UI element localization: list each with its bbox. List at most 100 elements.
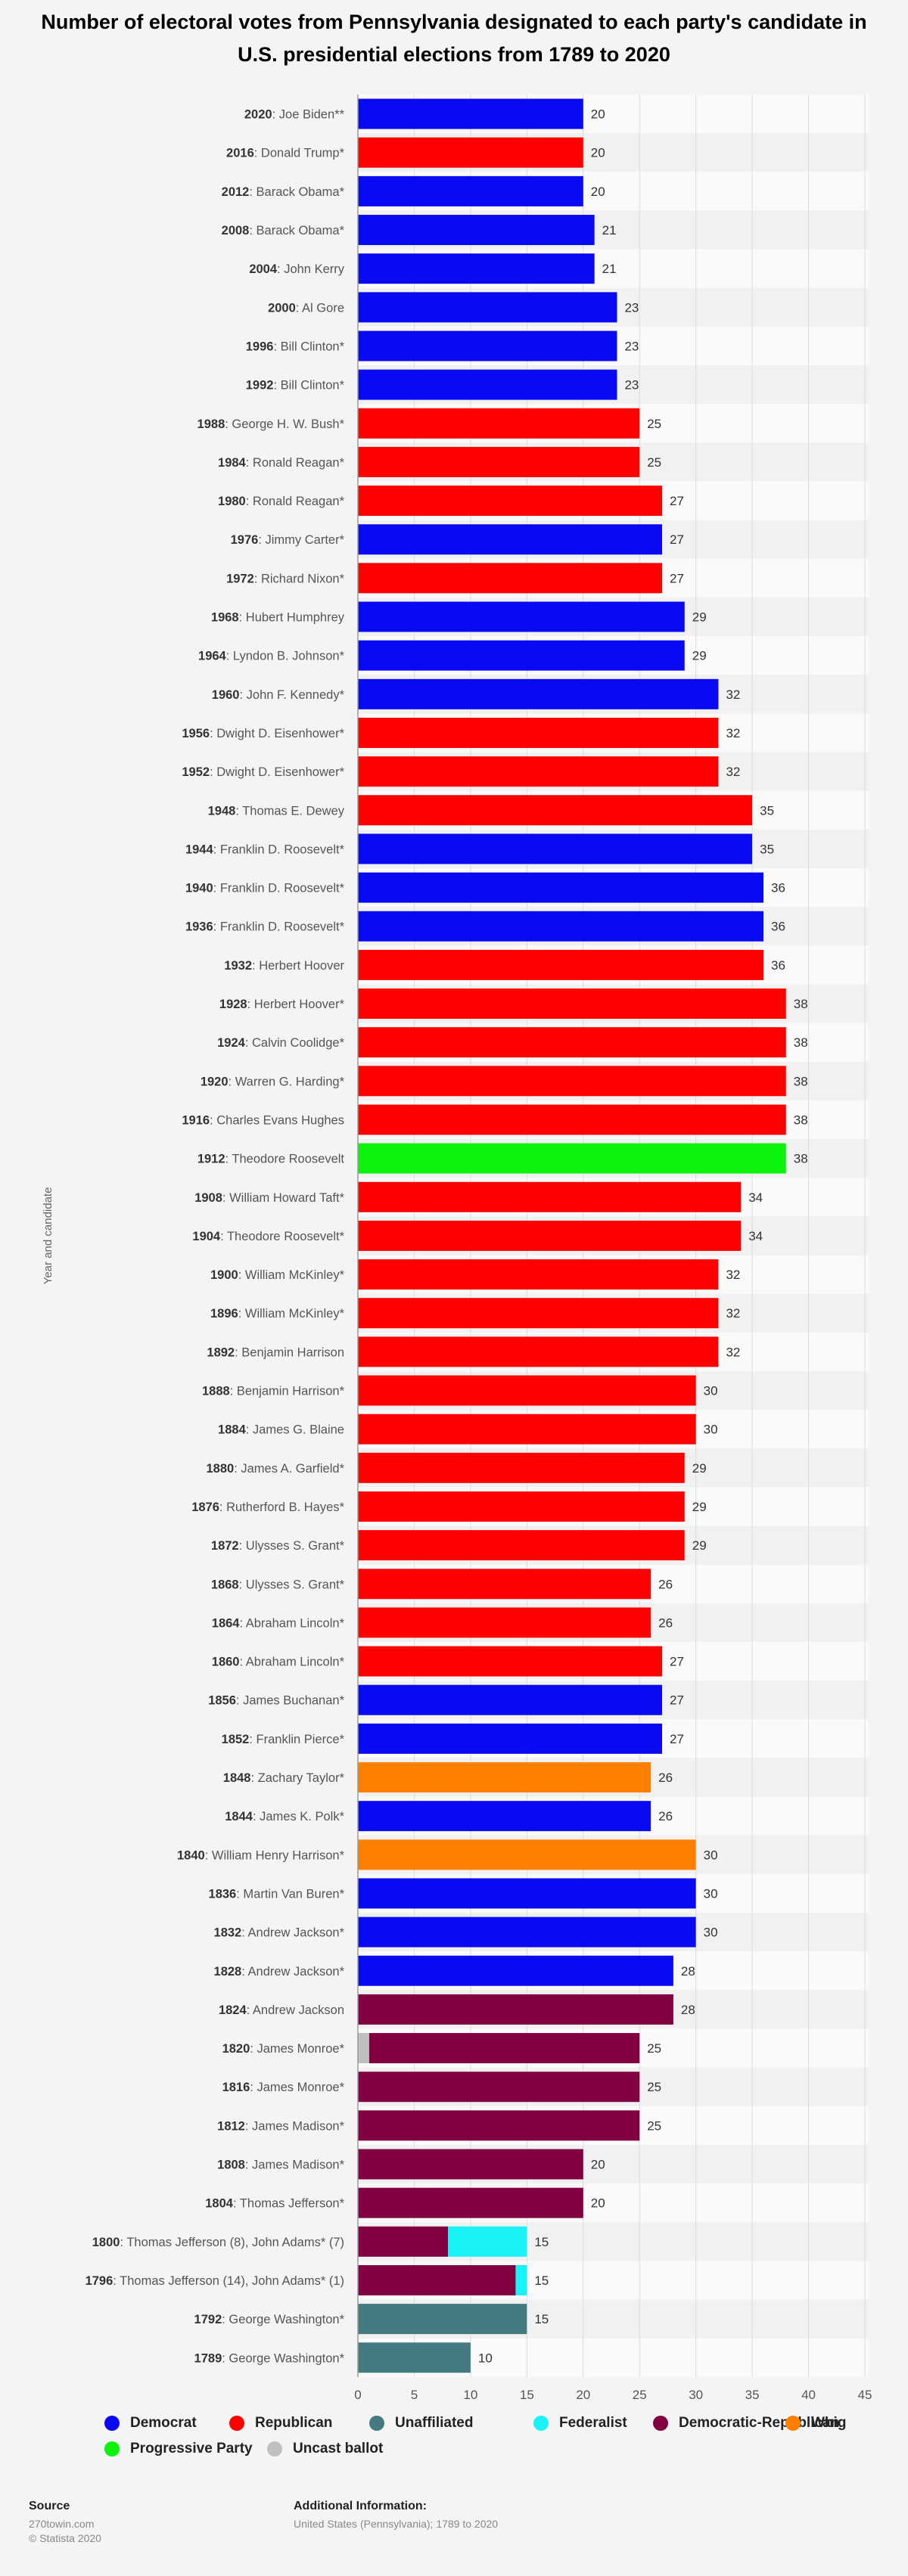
- value-label: 34: [748, 1190, 763, 1205]
- legend-label: Unaffiliated: [395, 2415, 474, 2431]
- legend-item-whig[interactable]: Whig: [785, 2415, 846, 2432]
- legend-item-unaffiliated[interactable]: Unaffiliated: [369, 2415, 473, 2432]
- category-label: 1868: Ulysses S. Grant*: [211, 1578, 345, 1591]
- bar-1960-democrat: [358, 678, 719, 709]
- bar-1924-republican: [358, 1027, 786, 1058]
- category-label: 1900: William McKinley*: [210, 1268, 345, 1282]
- value-label: 36: [771, 920, 785, 934]
- legend-swatch: [104, 2441, 120, 2457]
- category-label: 1988: George H. W. Bush*: [197, 417, 345, 431]
- bar-1912-progressive-party: [358, 1143, 786, 1174]
- category-label: 1876: Rutherford B. Hayes*: [191, 1501, 344, 1514]
- bar-1820-uncast-ballot: [358, 2033, 369, 2064]
- category-label: 1968: Hubert Humphrey: [211, 611, 345, 625]
- value-label: 10: [478, 2351, 493, 2365]
- bar-1892-republican: [358, 1336, 719, 1367]
- x-tick-label: 10: [463, 2388, 477, 2402]
- x-tick-label: 45: [858, 2388, 872, 2402]
- value-label: 30: [704, 1423, 718, 1437]
- value-label: 26: [658, 1809, 673, 1823]
- bar-1916-republican: [358, 1104, 786, 1135]
- value-label: 32: [726, 687, 740, 702]
- value-label: 15: [534, 2235, 549, 2249]
- bar-1972-republican: [358, 563, 662, 594]
- legend-swatch: [653, 2416, 668, 2431]
- x-tick-label: 40: [801, 2388, 816, 2402]
- value-label: 27: [670, 1693, 684, 1708]
- category-label: 1940: Franklin D. Roosevelt*: [185, 882, 345, 895]
- value-label: 25: [647, 2041, 661, 2056]
- bar-2016-republican: [358, 137, 583, 168]
- value-label: 27: [670, 1732, 684, 1746]
- category-label: 1884: James G. Blaine: [218, 1423, 344, 1437]
- category-label: 1984: Ronald Reagan*: [218, 456, 345, 470]
- x-tick-label: 35: [745, 2388, 760, 2402]
- value-label: 38: [794, 1113, 808, 1127]
- legend-item-progressive-party[interactable]: Progressive Party: [104, 2441, 253, 2457]
- value-label: 29: [692, 1461, 707, 1476]
- category-label: 1912: Theodore Roosevelt: [197, 1153, 345, 1166]
- legend-item-federalist[interactable]: Federalist: [533, 2415, 627, 2432]
- category-label: 1800: Thomas Jefferson (8), John Adams* …: [92, 2236, 344, 2249]
- bar-1988-republican: [358, 408, 640, 439]
- x-tick-label: 0: [354, 2388, 361, 2402]
- category-label: 1928: Herbert Hoover*: [219, 998, 345, 1011]
- legend-item-democrat[interactable]: Democrat: [104, 2415, 197, 2432]
- category-label: 1904: Theodore Roosevelt*: [192, 1230, 344, 1243]
- category-label: 1944: Franklin D. Roosevelt*: [185, 843, 345, 856]
- bar-1856-democrat: [358, 1684, 662, 1715]
- legend-label: Democrat: [130, 2415, 197, 2431]
- value-label: 32: [726, 726, 740, 740]
- legend-swatch: [104, 2416, 120, 2431]
- value-label: 21: [602, 262, 617, 276]
- value-label: 30: [704, 1848, 718, 1862]
- category-label: 2012: Barack Obama*: [222, 185, 345, 199]
- category-label: 1976: Jimmy Carter*: [231, 533, 345, 547]
- category-label: 1936: Franklin D. Roosevelt*: [185, 920, 345, 934]
- value-label: 25: [647, 2080, 661, 2094]
- y-axis-title: Year and candidate: [42, 1187, 54, 1285]
- value-label: 30: [704, 1926, 718, 1940]
- category-label: 2004: John Kerry: [249, 262, 344, 276]
- legend-item-uncast-ballot[interactable]: Uncast ballot: [267, 2441, 383, 2457]
- value-label: 28: [681, 1964, 695, 1979]
- value-label: 36: [771, 881, 785, 895]
- bar-1956-republican: [358, 717, 719, 748]
- bar-1900-republican: [358, 1259, 719, 1290]
- value-label: 38: [794, 1035, 808, 1050]
- bar-1884-republican: [358, 1414, 696, 1445]
- x-tick-label: 5: [411, 2388, 418, 2402]
- bar-1968-democrat: [358, 601, 685, 632]
- category-label: 1964: Lyndon B. Johnson*: [198, 650, 345, 663]
- bar-1868-republican: [358, 1569, 651, 1600]
- value-label: 27: [670, 571, 684, 585]
- value-label: 20: [591, 146, 605, 160]
- additional-info-heading: Additional Information:: [294, 2500, 427, 2512]
- value-label: 35: [760, 842, 774, 856]
- value-label: 20: [591, 185, 605, 199]
- category-label: 1840: William Henry Harrison*: [177, 1848, 345, 1862]
- source-line-1[interactable]: 270towin.com: [29, 2518, 95, 2530]
- value-label: 15: [534, 2273, 549, 2288]
- value-label: 25: [647, 417, 661, 431]
- legend-swatch: [533, 2416, 549, 2431]
- category-label: 1996: Bill Clinton*: [246, 340, 345, 353]
- value-label: 36: [771, 958, 785, 973]
- value-label: 25: [647, 2118, 661, 2133]
- category-label: 1896: William McKinley*: [210, 1307, 345, 1321]
- value-label: 30: [704, 1384, 718, 1398]
- category-label: 1860: Abraham Lincoln*: [212, 1656, 345, 1669]
- bar-1920-republican: [358, 1066, 786, 1097]
- legend-item-republican[interactable]: Republican: [229, 2415, 332, 2432]
- bar-1904-republican: [358, 1220, 742, 1251]
- category-label: 1916: Charles Evans Hughes: [182, 1113, 344, 1127]
- bar-1896-republican: [358, 1298, 719, 1329]
- bar-1800-federalist: [448, 2226, 527, 2257]
- bar-1824-democratic-republican: [358, 1994, 673, 2025]
- bar-2000-democrat: [358, 292, 617, 323]
- value-label: 35: [760, 803, 774, 818]
- legend-label: Progressive Party: [130, 2441, 253, 2457]
- value-label: 27: [670, 532, 684, 547]
- category-label: 1824: Andrew Jackson: [219, 2003, 344, 2017]
- category-label: 1992: Bill Clinton*: [246, 379, 345, 393]
